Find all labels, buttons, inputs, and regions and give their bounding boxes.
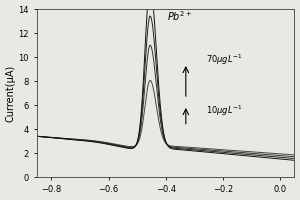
Text: $70\mu gL^{-1}$: $70\mu gL^{-1}$ (206, 52, 242, 67)
Text: $10\mu gL^{-1}$: $10\mu gL^{-1}$ (206, 104, 242, 118)
Text: $Pb^{2+}$: $Pb^{2+}$ (167, 9, 193, 23)
Y-axis label: Current(μA): Current(μA) (6, 64, 16, 122)
